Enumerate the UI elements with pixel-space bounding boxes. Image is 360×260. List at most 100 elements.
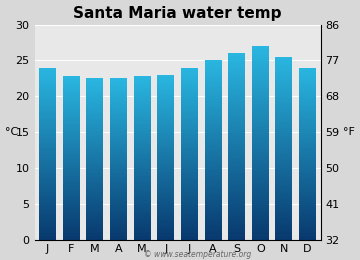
Bar <box>275 65 292 66</box>
Bar <box>134 108 150 109</box>
Bar <box>63 230 80 231</box>
Bar <box>63 228 80 229</box>
Bar <box>110 144 127 145</box>
Bar <box>275 198 292 199</box>
Bar <box>63 210 80 211</box>
Bar <box>275 166 292 167</box>
Bar <box>228 199 245 200</box>
Bar <box>134 88 150 89</box>
Bar <box>204 142 221 143</box>
Bar <box>299 206 316 207</box>
Bar <box>181 72 198 73</box>
Bar <box>228 168 245 169</box>
Bar <box>63 194 80 195</box>
Bar <box>39 190 56 191</box>
Bar <box>86 78 103 79</box>
Bar <box>39 162 56 163</box>
Bar <box>299 184 316 185</box>
Bar <box>110 140 127 141</box>
Bar <box>275 128 292 129</box>
Bar <box>157 183 174 184</box>
Bar <box>204 118 221 119</box>
Bar <box>157 127 174 128</box>
Bar <box>86 207 103 208</box>
Bar <box>86 111 103 112</box>
Bar <box>252 108 269 109</box>
Bar <box>299 107 316 108</box>
Bar <box>39 72 56 73</box>
Bar <box>228 215 245 216</box>
Bar <box>110 216 127 217</box>
Bar <box>275 158 292 159</box>
Bar <box>275 189 292 190</box>
Bar <box>157 112 174 113</box>
Bar <box>63 221 80 222</box>
Bar <box>181 89 198 90</box>
Bar <box>252 206 269 207</box>
Bar <box>275 95 292 96</box>
Bar <box>181 124 198 125</box>
Bar <box>110 193 127 194</box>
Bar <box>275 74 292 75</box>
Bar <box>275 176 292 177</box>
Bar <box>228 144 245 145</box>
Bar <box>275 238 292 239</box>
Bar <box>110 102 127 103</box>
Bar <box>63 115 80 116</box>
Bar <box>157 101 174 102</box>
Bar <box>110 164 127 165</box>
Bar <box>275 234 292 235</box>
Bar <box>63 132 80 133</box>
Bar <box>39 192 56 193</box>
Bar <box>275 218 292 219</box>
Bar <box>110 205 127 206</box>
Bar <box>181 88 198 89</box>
Bar <box>275 207 292 209</box>
Bar <box>181 236 198 237</box>
Bar <box>157 132 174 133</box>
Bar <box>275 167 292 168</box>
Bar <box>275 195 292 196</box>
Bar <box>299 160 316 161</box>
Bar <box>86 204 103 205</box>
Bar <box>157 212 174 213</box>
Bar <box>252 183 269 184</box>
Bar <box>204 113 221 114</box>
Bar <box>86 109 103 110</box>
Bar <box>110 225 127 226</box>
Bar <box>228 200 245 202</box>
Bar <box>299 187 316 188</box>
Bar <box>63 89 80 90</box>
Bar <box>252 159 269 160</box>
Bar <box>252 221 269 222</box>
Bar <box>228 169 245 170</box>
Bar <box>86 211 103 212</box>
Bar <box>252 119 269 120</box>
Bar <box>86 85 103 86</box>
Bar <box>110 233 127 234</box>
Bar <box>252 113 269 114</box>
Bar <box>39 166 56 167</box>
Bar <box>157 135 174 136</box>
Bar <box>228 195 245 196</box>
Bar <box>181 186 198 187</box>
Bar <box>204 200 221 201</box>
Bar <box>39 158 56 159</box>
Bar <box>39 129 56 130</box>
Bar <box>39 178 56 179</box>
Bar <box>39 233 56 235</box>
Bar <box>157 174 174 175</box>
Bar <box>228 129 245 131</box>
Bar <box>275 86 292 87</box>
Bar <box>228 127 245 128</box>
Bar <box>39 201 56 202</box>
Bar <box>86 226 103 227</box>
Bar <box>86 118 103 119</box>
Bar <box>252 161 269 162</box>
Bar <box>181 141 198 142</box>
Bar <box>204 114 221 115</box>
Bar <box>204 65 221 66</box>
Bar <box>252 225 269 226</box>
Bar <box>86 81 103 82</box>
Bar <box>86 128 103 129</box>
